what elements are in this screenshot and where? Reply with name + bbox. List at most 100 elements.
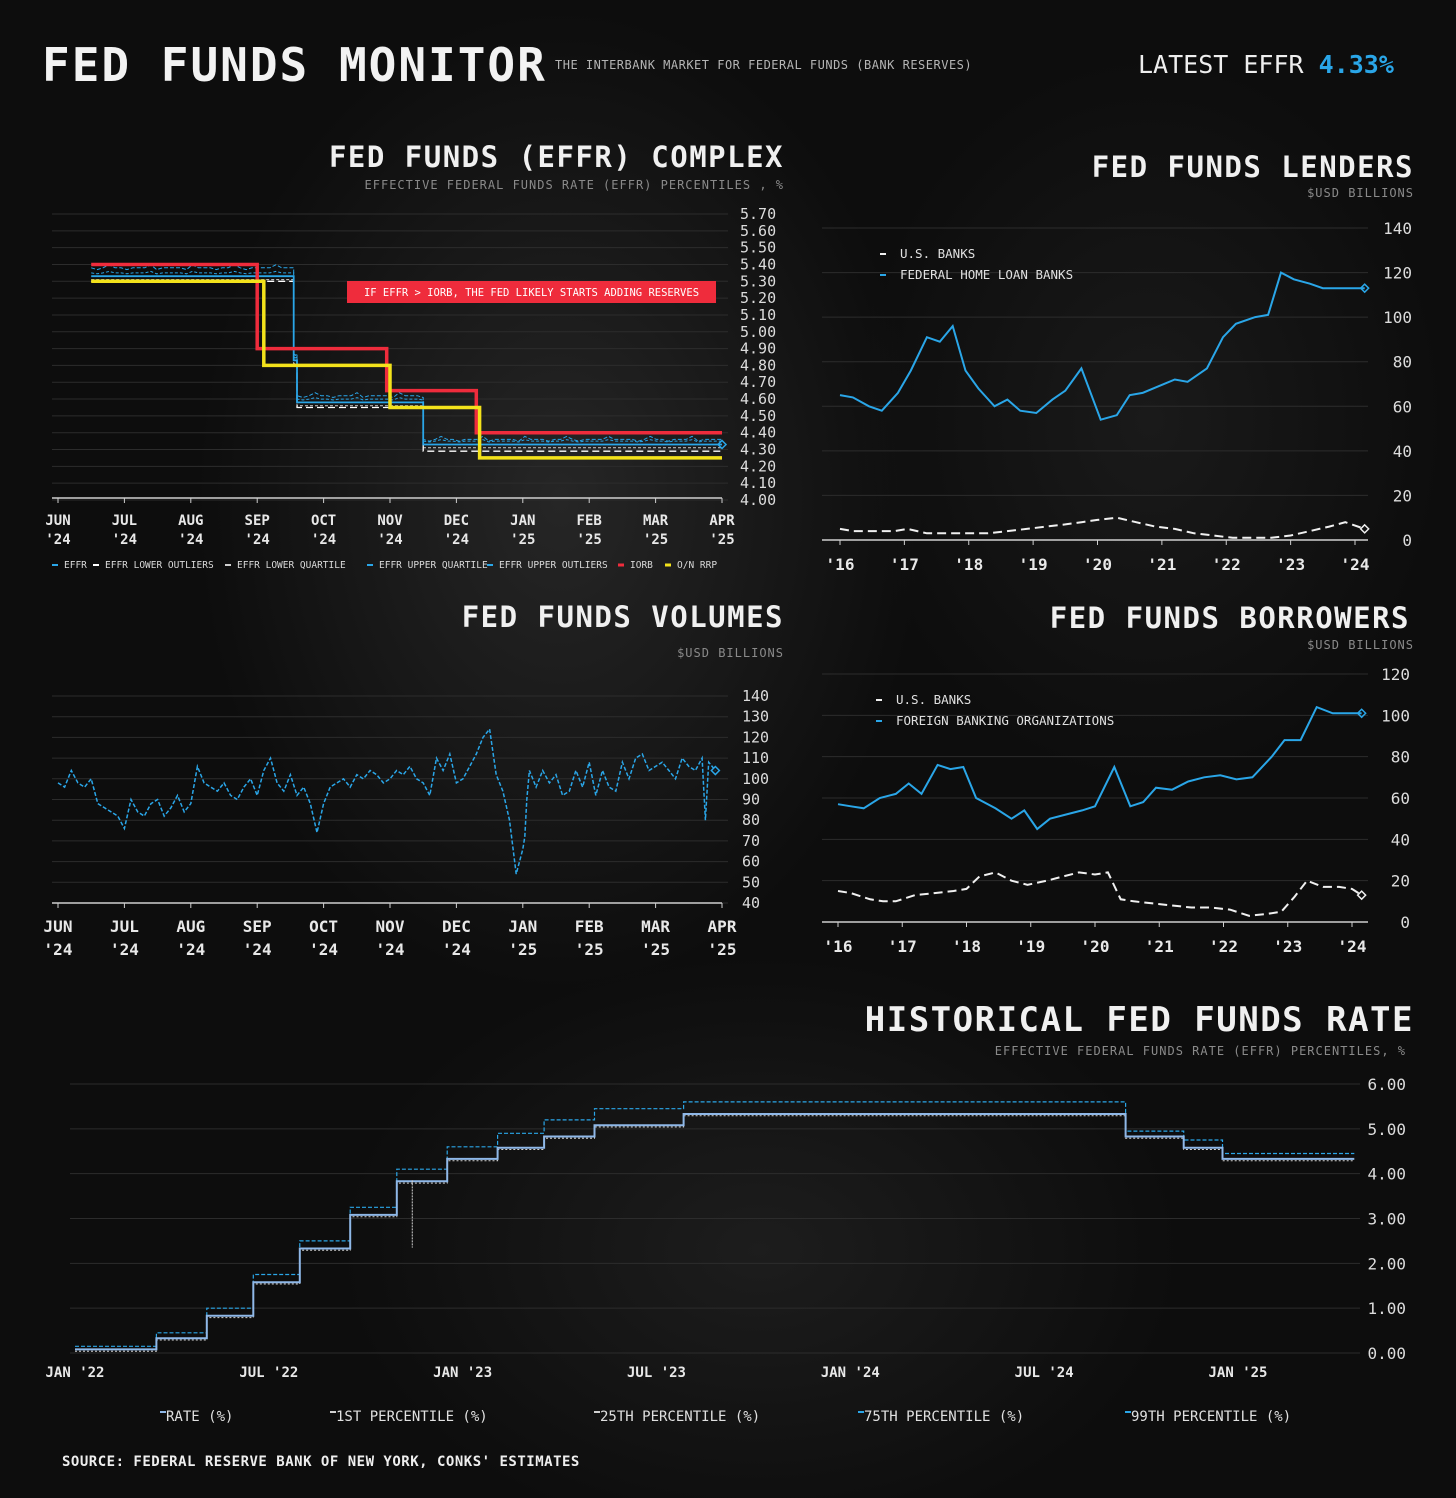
complex-y-tick: 4.70 <box>740 373 776 391</box>
complex-effr-upper-outliers <box>91 264 722 442</box>
borrowers-x-tick: '18 <box>952 937 981 956</box>
historical-legend-label: RATE (%) <box>166 1409 233 1425</box>
historical-x-tick: JAN '23 <box>433 1365 492 1381</box>
historical-y-tick: 2.00 <box>1367 1254 1406 1273</box>
lenders-legend-label: U.S. BANKS <box>900 246 975 261</box>
volumes-x-tick-year: '25 <box>508 940 537 959</box>
lenders-x-tick: '20 <box>1083 555 1112 574</box>
volumes-y-tick: 100 <box>742 770 769 788</box>
volumes-y-tick: 110 <box>742 749 769 767</box>
volumes-x-tick-month: DEC <box>442 917 471 936</box>
complex-y-tick: 4.30 <box>740 441 776 459</box>
complex-x-tick-year: '24 <box>245 532 270 548</box>
borrowers-y-tick: 40 <box>1391 830 1410 849</box>
latest-effr-label: LATEST EFFR <box>1138 50 1304 79</box>
volumes-x-tick-year: '24 <box>243 940 272 959</box>
volumes-subtitle: $USD BILLIONS <box>677 646 784 660</box>
borrowers-legend-label: U.S. BANKS <box>896 692 971 707</box>
historical-x-tick: JUL '23 <box>627 1365 686 1381</box>
lenders-end-marker <box>1359 283 1370 294</box>
latest-effr: LATEST EFFR 4.33% <box>1138 50 1394 79</box>
borrowers-y-tick: 80 <box>1391 748 1410 767</box>
complex-x-tick-year: '25 <box>643 532 668 548</box>
complex-legend-label: EFFR UPPER OUTLIERS <box>499 560 608 571</box>
historical-legend-label: 1ST PERCENTILE (%) <box>336 1409 488 1425</box>
complex-y-tick: 5.20 <box>740 289 776 307</box>
borrowers-x-tick: '24 <box>1338 937 1367 956</box>
borrowers-series-0 <box>837 705 1362 831</box>
complex-y-tick: 4.20 <box>740 457 776 475</box>
lenders-x-tick: '17 <box>890 555 919 574</box>
complex-y-tick: 5.40 <box>740 255 776 273</box>
borrowers-end-marker <box>1356 890 1367 901</box>
borrowers-y-tick: 100 <box>1381 706 1410 725</box>
complex-y-tick: 4.40 <box>740 424 776 442</box>
complex-x-tick-month: FEB <box>577 513 602 529</box>
complex-effr-upper-quartile <box>91 270 722 443</box>
complex-x-tick-year: '25 <box>709 532 734 548</box>
volumes-y-tick: 40 <box>742 894 760 912</box>
volumes-x-tick-month: NOV <box>376 917 405 936</box>
historical-legend-label: 25TH PERCENTILE (%) <box>600 1409 760 1425</box>
volumes-y-tick: 60 <box>742 853 760 871</box>
volumes-end-marker <box>710 765 721 776</box>
volumes-y-tick: 80 <box>742 811 760 829</box>
volumes-y-tick: 140 <box>742 687 769 705</box>
volumes-x-tick-month: JAN <box>508 917 537 936</box>
complex-x-tick-month: OCT <box>311 513 336 529</box>
borrowers-legend-label: FOREIGN BANKING ORGANIZATIONS <box>896 713 1114 728</box>
complex-y-tick: 4.80 <box>740 356 776 374</box>
complex-y-tick: 5.60 <box>740 222 776 240</box>
complex-y-tick: 4.10 <box>740 474 776 492</box>
volumes-x-tick-year: '24 <box>442 940 471 959</box>
complex-annotation-text: IF EFFR > IORB, THE FED LIKELY STARTS AD… <box>364 287 699 299</box>
borrowers-end-marker <box>1356 708 1367 719</box>
borrowers-x-tick: '17 <box>888 937 917 956</box>
complex-x-tick-month: DEC <box>444 513 469 529</box>
lenders-legend-label: FEDERAL HOME LOAN BANKS <box>900 267 1073 282</box>
complex-title: FED FUNDS (EFFR) COMPLEX <box>328 140 784 174</box>
complex-y-tick: 4.90 <box>740 340 776 358</box>
borrowers-y-tick: 60 <box>1391 789 1410 808</box>
lenders-series-1 <box>839 516 1366 539</box>
volumes-x-tick-month: APR <box>708 917 737 936</box>
volumes-title: FED FUNDS VOLUMES <box>461 600 784 634</box>
complex-y-tick: 5.00 <box>740 323 776 341</box>
volumes-x-tick-month: OCT <box>309 917 338 936</box>
lenders-y-tick: 60 <box>1393 397 1412 416</box>
volumes-y-tick: 90 <box>742 791 760 809</box>
complex-x-tick-month: JUN <box>45 513 70 529</box>
volumes-x-tick-month: MAR <box>641 917 670 936</box>
lenders-end-marker <box>1359 523 1370 534</box>
complex-effr-line <box>91 275 722 446</box>
lenders-y-tick: 140 <box>1383 219 1412 238</box>
borrowers-y-tick: 0 <box>1400 913 1410 932</box>
historical-y-tick: 0.00 <box>1367 1344 1406 1363</box>
page-title: FED FUNDS MONITOR <box>42 38 547 92</box>
complex-x-tick-year: '25 <box>577 532 602 548</box>
volumes-x-tick-month: JUL <box>110 917 139 936</box>
complex-y-tick: 4.60 <box>740 390 776 408</box>
complex-x-tick-month: AUG <box>178 513 203 529</box>
borrowers-x-tick: '23 <box>1273 937 1302 956</box>
volumes-x-tick-year: '24 <box>110 940 139 959</box>
historical-y-tick: 6.00 <box>1367 1075 1406 1094</box>
volumes-x-tick-month: FEB <box>575 917 604 936</box>
borrowers-subtitle: $USD BILLIONS <box>1307 638 1414 652</box>
borrowers-x-tick: '21 <box>1145 937 1174 956</box>
lenders-y-tick: 100 <box>1383 308 1412 327</box>
complex-y-tick: 4.50 <box>740 407 776 425</box>
lenders-y-tick: 120 <box>1383 264 1412 283</box>
latest-effr-value: 4.33% <box>1318 50 1394 79</box>
historical-x-tick: JUL '24 <box>1015 1365 1074 1381</box>
volumes-y-tick: 70 <box>742 832 760 850</box>
complex-x-tick-month: NOV <box>377 513 403 529</box>
complex-y-tick: 5.30 <box>740 272 776 290</box>
lenders-y-tick: 40 <box>1393 442 1412 461</box>
lenders-x-tick: '22 <box>1212 555 1241 574</box>
historical-y-tick: 4.00 <box>1367 1165 1406 1184</box>
complex-y-tick: 5.70 <box>740 205 776 223</box>
borrowers-y-tick: 120 <box>1381 665 1410 684</box>
